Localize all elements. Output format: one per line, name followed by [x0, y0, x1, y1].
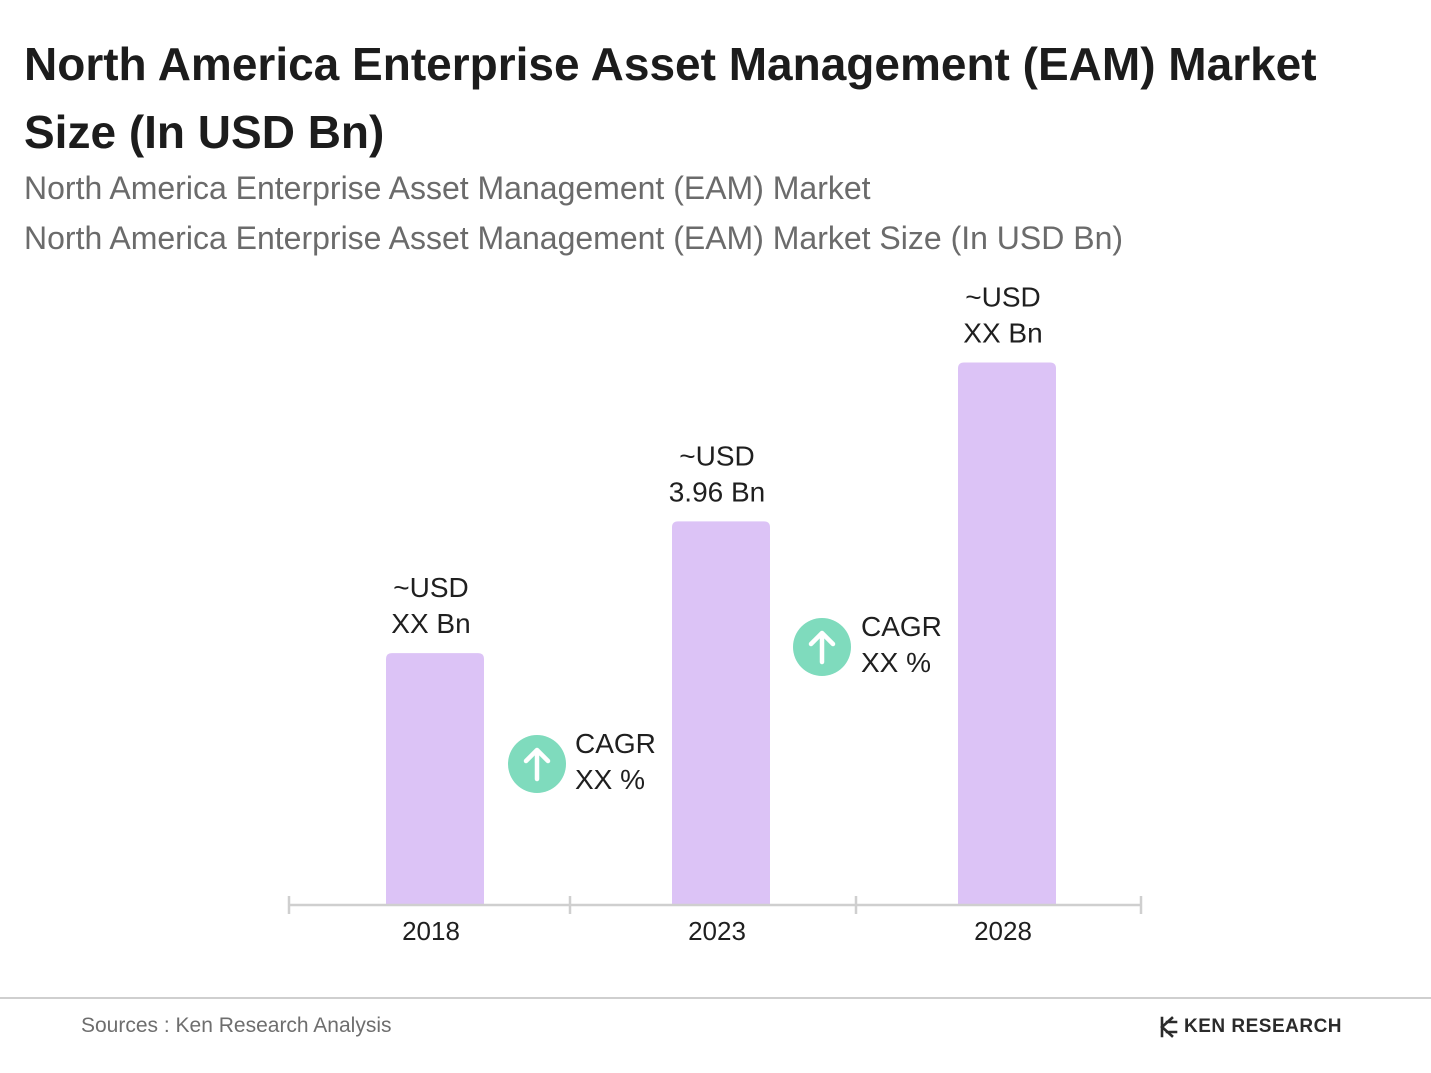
chart-subtitle-1: North America Enterprise Asset Managemen… — [24, 170, 871, 206]
bar-2023 — [672, 521, 770, 905]
x-tick-label-2018: 2018 — [402, 916, 460, 946]
brand-logo: KEN RESEARCH — [1160, 1016, 1342, 1038]
bar-2028 — [958, 362, 1056, 905]
data-label-2028-line-2: XX Bn — [963, 318, 1042, 349]
data-label-2028-line-1: ~USD — [965, 282, 1040, 313]
bar-2018 — [386, 653, 484, 905]
brand-name: KEN RESEARCH — [1184, 1016, 1343, 1037]
data-label-2018-line-1: ~USD — [393, 572, 468, 603]
footer-divider — [0, 997, 1431, 999]
data-label-2023-line-1: ~USD — [679, 440, 754, 471]
x-tick-label-2023: 2023 — [688, 916, 746, 946]
chart-title: North America Enterprise Asset Managemen… — [24, 38, 1317, 158]
chart-subtitle-2: North America Enterprise Asset Managemen… — [24, 220, 1124, 256]
data-label-2023-line-2: 3.96 Bn — [669, 476, 766, 507]
source-note: Sources : Ken Research Analysis — [81, 1014, 392, 1037]
arrow-up-icon — [523, 747, 551, 782]
cagr-value-1: XX % — [575, 764, 645, 795]
cagr-label-1: CAGR — [575, 728, 656, 759]
cagr-value-2: XX % — [861, 647, 931, 678]
data-label-2018-line-2: XX Bn — [391, 608, 470, 639]
arrow-up-icon — [808, 630, 836, 665]
ken-research-logo-icon — [1160, 1016, 1178, 1038]
cagr-label-2: CAGR — [861, 611, 942, 642]
x-tick-label-2028: 2028 — [974, 916, 1032, 946]
